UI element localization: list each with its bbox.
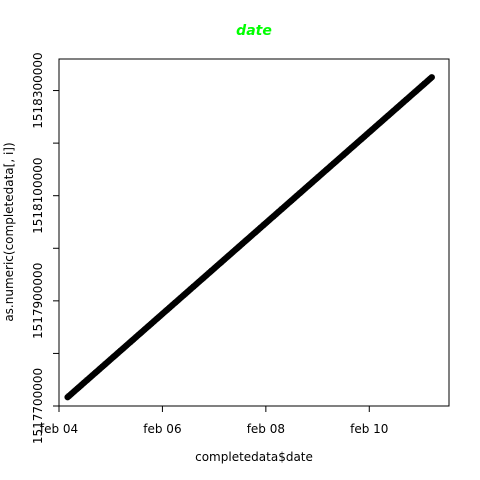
- x-axis-label: completedata$date: [195, 450, 313, 464]
- y-tick-label: 1517900000: [31, 263, 45, 339]
- y-tick-label: 1518300000: [31, 52, 45, 128]
- y-axis: 1517700000 1517900000 1518100000 1518300000: [31, 52, 59, 444]
- data-point: [428, 74, 435, 81]
- x-tick-label: feb 08: [247, 422, 285, 436]
- y-axis-label: as.numeric(completedata[, i]): [2, 142, 16, 321]
- x-tick-label: feb 06: [143, 422, 181, 436]
- y-tick-label: 1517700000: [31, 368, 45, 444]
- x-axis: feb 04 feb 06 feb 08 feb 10: [40, 406, 388, 436]
- x-tick-label: feb 10: [350, 422, 388, 436]
- plot-area-border: [58, 58, 450, 407]
- data-points: [64, 74, 435, 401]
- y-tick-label: 1518100000: [31, 158, 45, 234]
- chart-title: date: [236, 23, 272, 39]
- x-tick-label: feb 04: [40, 422, 78, 436]
